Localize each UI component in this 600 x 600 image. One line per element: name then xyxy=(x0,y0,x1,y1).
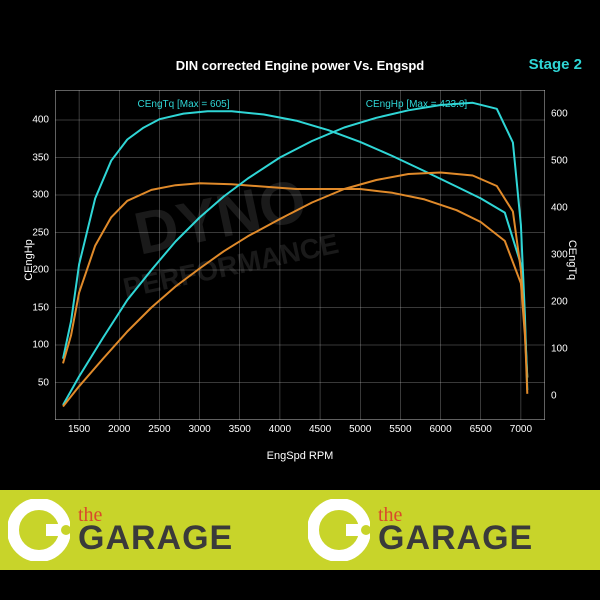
series-power-stock xyxy=(63,173,527,407)
y-right-tick: 100 xyxy=(551,344,568,355)
y-right-tick: 500 xyxy=(551,155,568,166)
y-right-tick: 200 xyxy=(551,297,568,308)
logo-text: the GARAGE xyxy=(378,507,533,553)
logo-text: the GARAGE xyxy=(78,507,233,553)
x-tick: 4000 xyxy=(269,424,291,435)
y-left-tick: 300 xyxy=(19,190,49,201)
chart-svg xyxy=(55,90,545,420)
x-tick: 6000 xyxy=(429,424,451,435)
series-torque-stage2 xyxy=(63,111,527,377)
y-left-tick: 200 xyxy=(19,265,49,276)
y-left-tick: 250 xyxy=(19,227,49,238)
wrench-g-icon xyxy=(308,499,370,561)
y-right-tick: 300 xyxy=(551,250,568,261)
y-right-tick: 0 xyxy=(551,391,557,402)
logo-garage: GARAGE xyxy=(378,524,533,553)
x-tick: 6500 xyxy=(470,424,492,435)
y-left-tick: 150 xyxy=(19,302,49,313)
x-tick: 4500 xyxy=(309,424,331,435)
wrench-g-icon xyxy=(8,499,70,561)
y-left-tick: 400 xyxy=(19,115,49,126)
x-tick: 7000 xyxy=(510,424,532,435)
y-right-tick: 600 xyxy=(551,108,568,119)
x-tick: 3000 xyxy=(188,424,210,435)
plot-area: DYNO PERFORMANCE 15002000250030003500400… xyxy=(55,90,545,420)
y-left-tick: 50 xyxy=(19,377,49,388)
y-left-tick: 100 xyxy=(19,340,49,351)
chart-title: DIN corrected Engine power Vs. Engspd xyxy=(0,58,600,73)
x-axis-label: EngSpd RPM xyxy=(267,450,334,462)
series-torque-stock xyxy=(63,183,527,377)
series-label: CEngTq [Max = 605] xyxy=(138,99,230,110)
x-tick: 2500 xyxy=(148,424,170,435)
series-power-stage2 xyxy=(63,103,527,405)
series-label: CEngHp [Max = 423.0] xyxy=(366,99,467,110)
x-tick: 5500 xyxy=(389,424,411,435)
stage-label: Stage 2 xyxy=(529,56,582,73)
x-tick: 1500 xyxy=(68,424,90,435)
logo-garage: GARAGE xyxy=(78,524,233,553)
y-right-tick: 400 xyxy=(551,202,568,213)
x-tick: 2000 xyxy=(108,424,130,435)
x-tick: 5000 xyxy=(349,424,371,435)
footer-logo-1: the GARAGE xyxy=(0,490,300,570)
footer-logo-2: the GARAGE xyxy=(300,490,600,570)
x-tick: 3500 xyxy=(229,424,251,435)
y-left-tick: 350 xyxy=(19,152,49,163)
dyno-chart: DIN corrected Engine power Vs. Engspd St… xyxy=(0,50,600,470)
